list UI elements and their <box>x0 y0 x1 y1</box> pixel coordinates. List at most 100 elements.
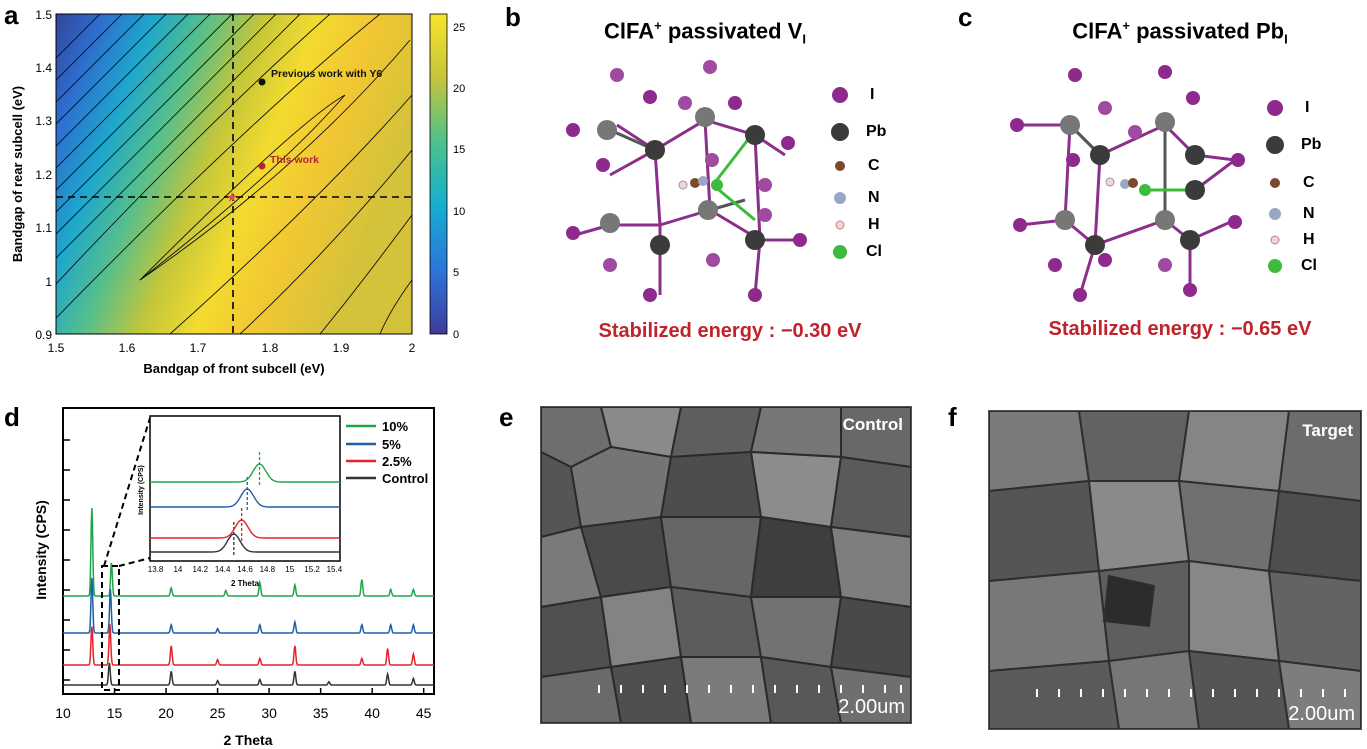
legend-label: I <box>870 86 875 103</box>
title-rest: passivated V <box>661 18 803 44</box>
panel-b-energy: Stabilized energy : −0.30 eV <box>598 320 862 342</box>
legend-label: H <box>1303 231 1315 248</box>
panel-b-title: ClFA+ passivated VI <box>560 18 850 47</box>
xrd-series-line <box>63 507 434 597</box>
x-tick: 1.8 <box>262 341 279 355</box>
atoms <box>566 60 807 302</box>
panel-label-f: f <box>948 402 957 432</box>
inset-y-label: Intensity (CPS) <box>138 465 145 515</box>
sem-scale-label: 2.00um <box>838 696 905 718</box>
xrd-frame <box>62 407 435 695</box>
heatmap-area <box>56 14 412 334</box>
y-tick: 1.5 <box>35 8 52 22</box>
colorbar-tick: 0 <box>453 329 459 341</box>
legend-carbon: C <box>830 156 880 176</box>
legend-label: I <box>1305 99 1310 116</box>
legend-label: N <box>868 189 880 206</box>
atoms <box>1010 65 1245 302</box>
legend-label: C <box>868 157 880 174</box>
contour-lines <box>56 14 412 334</box>
legend-nitrogen: N <box>1265 204 1315 224</box>
bandgap-contour-chart: ★ Previous work with Y6 This work 1.5 1.… <box>10 8 465 376</box>
inset-series-line <box>150 463 340 483</box>
panel-label-b: b <box>505 2 521 32</box>
x-tick: 1.5 <box>48 341 65 355</box>
xrd-y-label: Intensity (CPS) <box>33 500 49 600</box>
inset-x-tick: 13.8 <box>148 565 164 574</box>
panel-label-c: c <box>958 2 973 32</box>
inset-frame <box>149 415 341 562</box>
y-tick: 0.9 <box>35 328 52 342</box>
xrd-legend: 10% 5% 2.5% Control <box>346 419 428 486</box>
legend-label: 5% <box>382 437 401 452</box>
panel-label-a: a <box>4 0 19 30</box>
legend-label: H <box>868 216 880 233</box>
legend-label: C <box>1303 174 1315 191</box>
legend-iodine: I <box>1265 98 1309 118</box>
inset-x-tick: 14.2 <box>193 565 209 574</box>
legend-label: Cl <box>866 243 882 260</box>
title-superscript: + <box>1122 18 1130 33</box>
scale-ticks <box>1036 689 1346 697</box>
xrd-y-ticks <box>63 439 70 681</box>
legend-label: 10% <box>382 419 408 434</box>
inset-series-line <box>150 533 340 553</box>
xrd-series-line <box>63 623 434 666</box>
inset-x-ticks: 13.8 14 14.2 14.4 14.6 14.8 15 15.2 15.4 <box>148 565 343 574</box>
previous-work-label: Previous work with Y6 <box>271 68 382 80</box>
structure-vi <box>566 60 807 302</box>
panel-c-title: ClFA+ passivated PbI <box>1030 18 1330 47</box>
zoom-connector <box>103 417 151 567</box>
y-tick: 1.3 <box>35 114 52 128</box>
inset-x-tick: 14.6 <box>237 565 253 574</box>
x-tick: 1.9 <box>333 341 350 355</box>
sem-scale-label: 2.00um <box>1288 703 1355 725</box>
xrd-chart: 13.8 14 14.2 14.4 14.6 14.8 15 15.2 15.4 2 Theta… <box>33 407 435 748</box>
inset-x-tick: 15 <box>285 565 294 574</box>
xrd-x-ticks: 10 15 20 25 30 35 40 45 <box>55 688 432 721</box>
inset-x-tick: 14.8 <box>260 565 276 574</box>
inset-series-line <box>150 519 340 539</box>
star-marker: ★ <box>226 189 239 205</box>
legend-hydrogen: H <box>1265 230 1315 250</box>
x-tick-label: 35 <box>313 705 329 721</box>
legend-nitrogen: N <box>830 188 880 208</box>
x-tick: 1.6 <box>119 341 136 355</box>
panel-c-energy: Stabilized energy : −0.65 eV <box>1048 318 1312 340</box>
title-rest: passivated Pb <box>1130 18 1285 44</box>
atom-legend-c: I Pb C N H Cl <box>1265 98 1335 288</box>
x-tick-label: 15 <box>107 705 123 721</box>
legend-chlorine: Cl <box>1265 256 1317 276</box>
y-axis-label: Bandgap of rear subcell (eV) <box>10 86 25 262</box>
inset-series-line <box>150 488 340 508</box>
structure-pbi <box>1010 65 1245 302</box>
title-main: ClFA <box>1072 18 1123 44</box>
sem-texture <box>989 411 1361 729</box>
sem-tag: Control <box>842 415 903 434</box>
colorbar <box>429 13 448 335</box>
this-work-marker <box>258 162 266 170</box>
xrd-series-line <box>63 662 434 686</box>
colorbar-tick: 25 <box>453 22 465 34</box>
x-tick: 2 <box>409 341 416 355</box>
legend-label: Pb <box>866 123 887 140</box>
title-main: ClFA <box>604 18 655 44</box>
scale-ticks <box>598 685 902 693</box>
zoom-connector <box>118 557 151 567</box>
sem-image-target: Target 2.00um <box>988 410 1362 730</box>
x-tick-label: 45 <box>416 705 432 721</box>
x-tick-label: 30 <box>261 705 277 721</box>
atom-legend-b: I Pb C N H Cl <box>830 82 900 272</box>
x-tick-label: 25 <box>210 705 226 721</box>
inset-x-tick: 15.4 <box>327 565 343 574</box>
xrd-series-group <box>63 507 434 686</box>
inset-x-tick: 14.4 <box>215 565 231 574</box>
previous-work-marker <box>258 78 266 86</box>
x-axis-label: Bandgap of front subcell (eV) <box>143 361 324 376</box>
legend-chlorine: Cl <box>830 242 882 262</box>
y-tick: 1.4 <box>35 61 52 75</box>
legend-label: N <box>1303 205 1315 222</box>
x-tick-label: 20 <box>158 705 174 721</box>
inset-series-group <box>150 452 340 556</box>
panel-label-e: e <box>499 402 514 432</box>
